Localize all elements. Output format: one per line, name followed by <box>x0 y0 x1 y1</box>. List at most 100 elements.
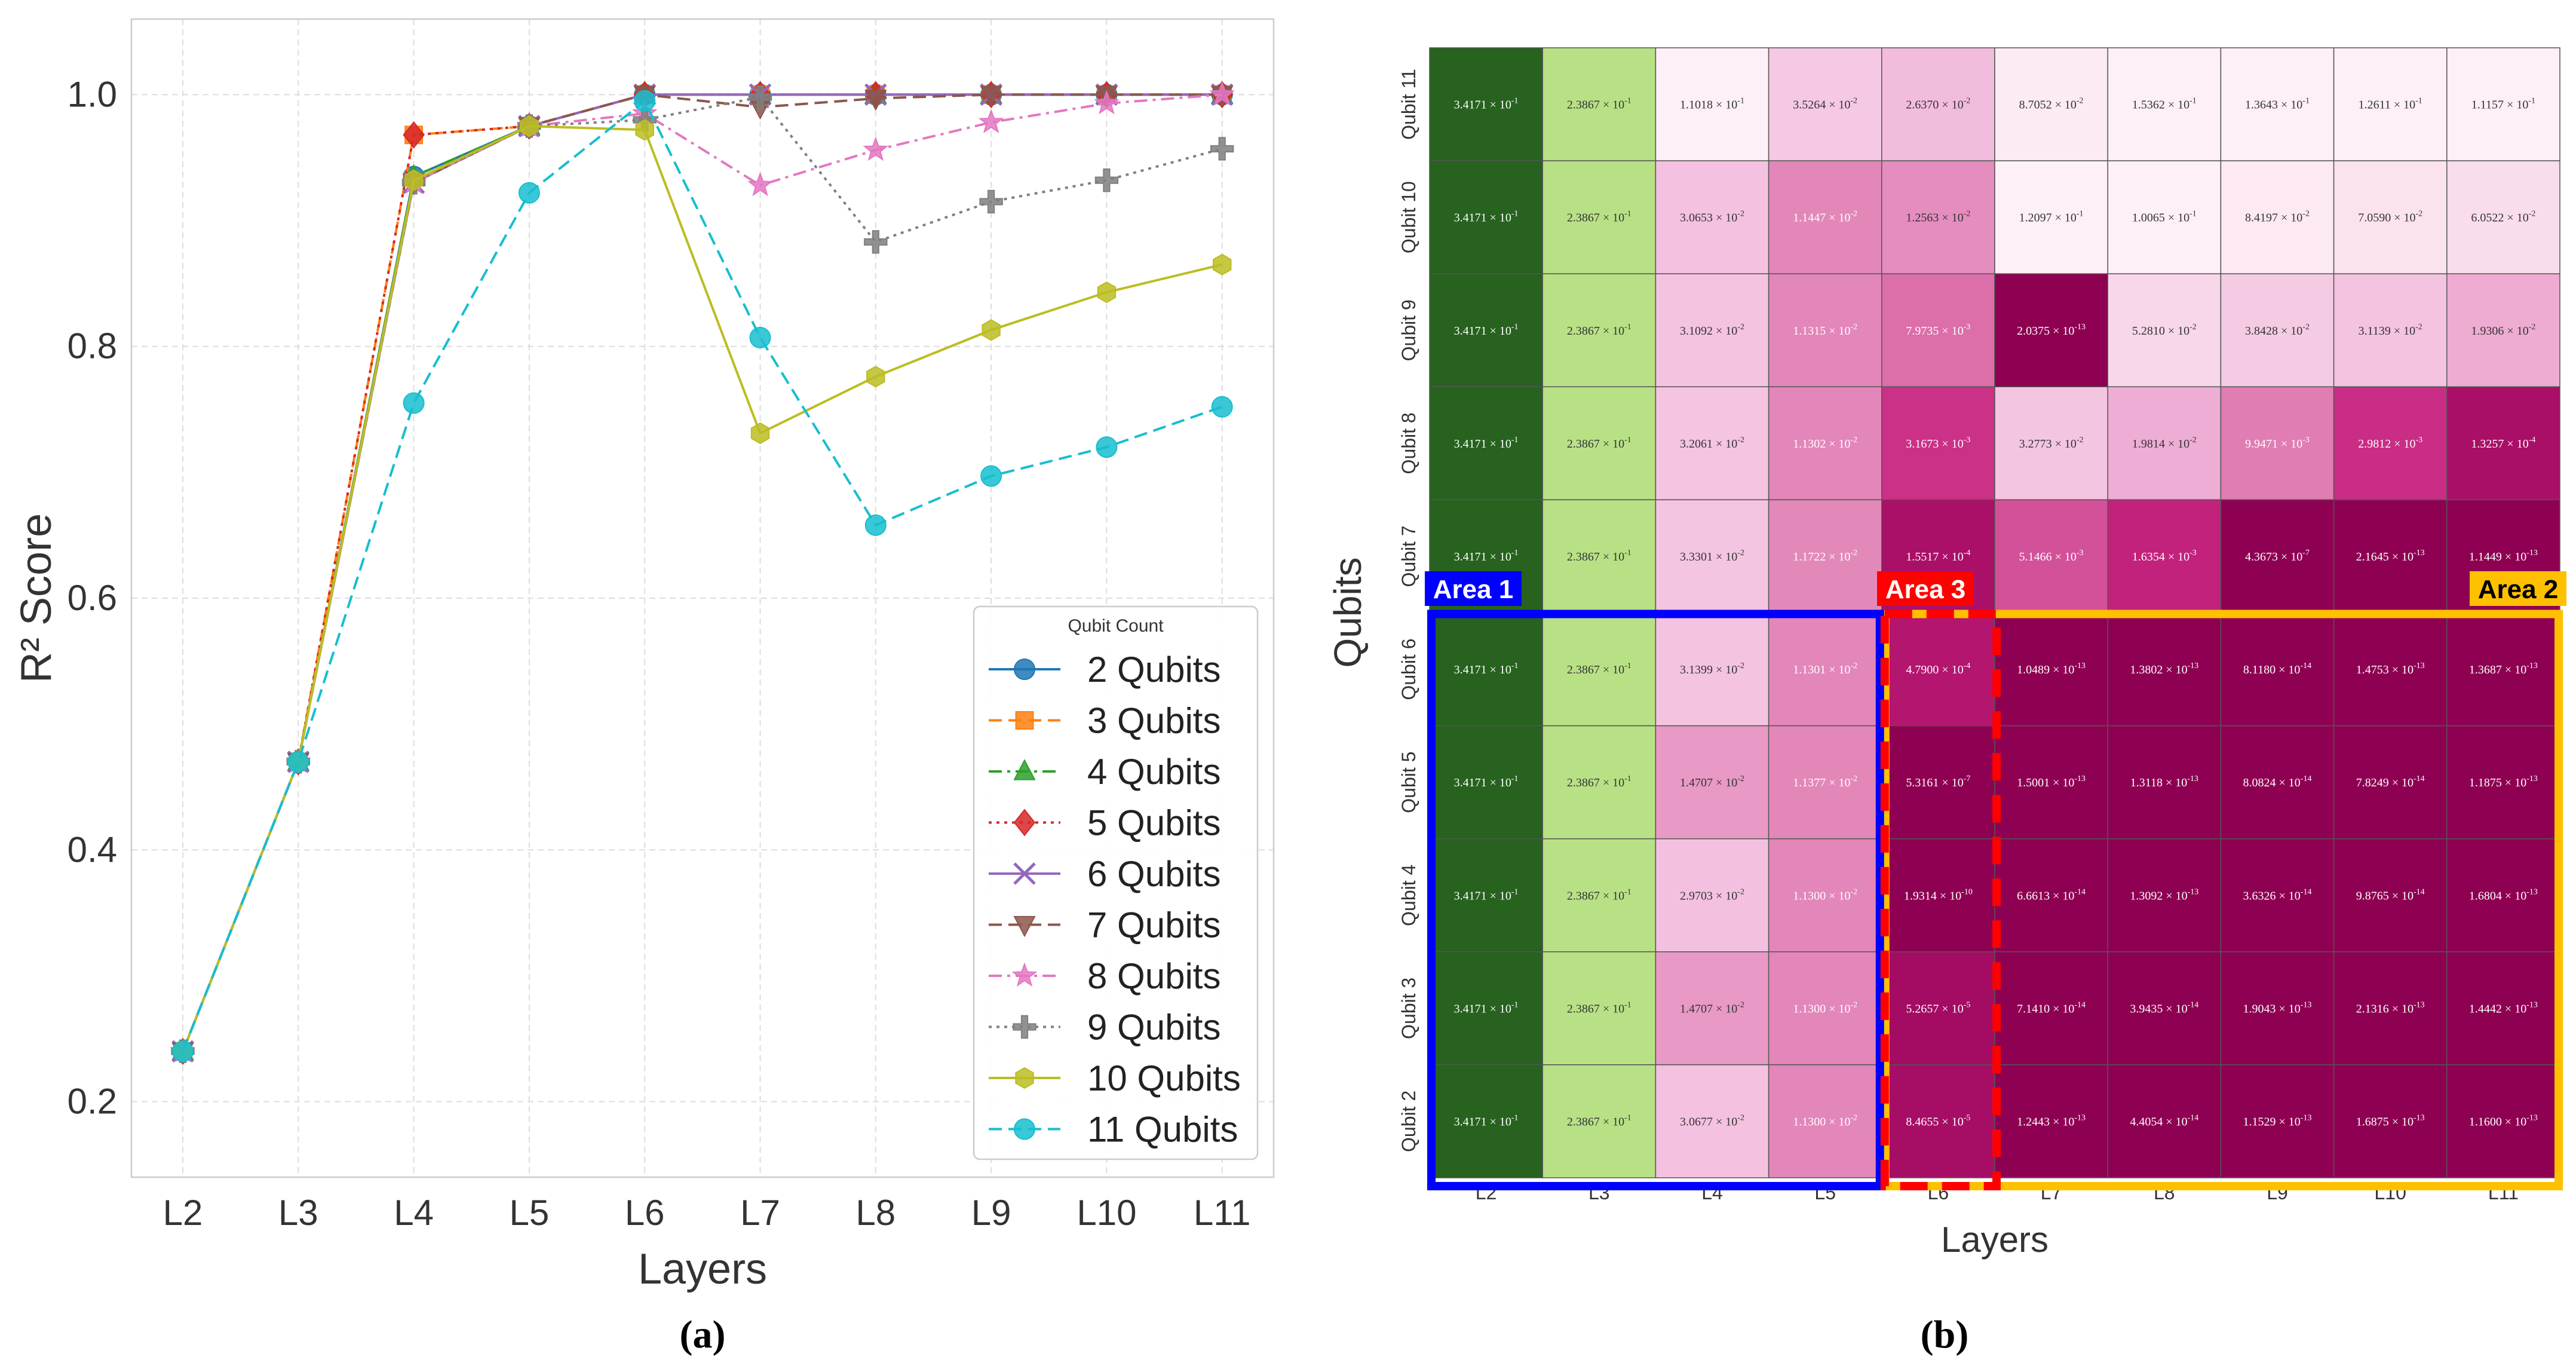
cell-value-label: 3.5264 × 10-2 <box>1793 97 1857 112</box>
heatmap-cell <box>1542 160 1657 274</box>
marker-triangle-down <box>1013 915 1036 938</box>
series-line <box>182 93 1222 1052</box>
heatmap-cell <box>2220 725 2335 840</box>
legend-entry-label: 9 Qubits <box>1087 1007 1220 1048</box>
series-line <box>182 93 1222 1052</box>
heatmap-cell <box>2333 725 2448 840</box>
legend: Qubit Count 2 Qubits 3 Qubits 4 Qubits 5 Qub… <box>973 605 1259 1160</box>
heatmap-cell <box>1655 386 1770 501</box>
y-axis-label: Qubits <box>1326 558 1369 668</box>
row-label: Qubit 6 <box>1398 638 1419 700</box>
heatmap-cell <box>1768 951 1882 1065</box>
heatmap-cell <box>1655 499 1770 614</box>
legend-entry-label: 2 Qubits <box>1087 650 1220 690</box>
heatmap-cell <box>2446 725 2560 840</box>
heatmap-cell <box>1994 951 2108 1065</box>
legend-entry-label: 10 Qubits <box>1087 1058 1241 1098</box>
area-1-outline <box>1427 610 1884 1190</box>
cell-value-label: 3.2773 × 10-2 <box>2019 436 2084 451</box>
legend-title: Qubit Count <box>1068 616 1164 636</box>
heatmap-cell <box>2333 838 2448 953</box>
plot-frame <box>130 18 1275 1178</box>
heatmap-cell <box>1429 838 1543 953</box>
cell-value-label: 1.3802 × 10-13 <box>2130 661 2198 676</box>
marker-circle <box>518 182 540 204</box>
legend-entry-label: 5 Qubits <box>1087 803 1220 843</box>
heatmap-cell <box>2107 47 2222 161</box>
cell-value-label: 1.1315 × 10-2 <box>1793 323 1857 338</box>
cell-value-label: 1.4707 × 10-2 <box>1680 1000 1744 1015</box>
heatmap-cell <box>2107 273 2222 388</box>
marker-diamond <box>403 121 425 149</box>
cell-value-label: 1.3257 × 10-4 <box>2471 436 2535 451</box>
heatmap-cell <box>2220 499 2335 614</box>
heatmap-cell <box>1994 725 2108 840</box>
heatmap-cell <box>1881 725 1995 840</box>
series-line <box>182 99 1223 1052</box>
cell-value-label: 2.3867 × 10-1 <box>1567 774 1632 789</box>
area-3-outline <box>1880 610 2001 1190</box>
marker-triangle-down <box>864 90 887 111</box>
marker-circle <box>749 326 771 348</box>
cell-value-label: 1.6804 × 10-13 <box>2469 887 2538 902</box>
cell-value-label: 8.4655 × 10-5 <box>1906 1113 1970 1128</box>
marker-circle <box>864 514 887 536</box>
cell-value-label: 1.9043 × 10-13 <box>2243 1000 2312 1015</box>
cell-value-label: 3.9435 × 10-14 <box>2130 1000 2198 1015</box>
cell-value-label: 2.3867 × 10-1 <box>1567 210 1632 225</box>
y-tick-label: 0.2 <box>68 1082 117 1122</box>
row-label: Qubit 5 <box>1398 752 1419 813</box>
heatmap-cell <box>1768 160 1882 274</box>
cell-value-label: 2.3867 × 10-1 <box>1567 1000 1632 1015</box>
y-axis-label: R² Score <box>13 513 60 683</box>
x-tick-label: L3 <box>278 1193 318 1233</box>
cell-value-label: 2.6370 × 10-2 <box>1906 97 1970 112</box>
heatmap-cell <box>1768 499 1882 614</box>
x-tick-label: L4 <box>394 1193 434 1233</box>
marker-square <box>1015 711 1034 730</box>
cell-value-label: 9.9471 × 10-3 <box>2245 436 2310 451</box>
row-label: Qubit 8 <box>1398 412 1419 474</box>
series-10-qubits <box>173 115 1232 1062</box>
x-tick-label: L7 <box>740 1193 780 1233</box>
legend-entry-label: 11 Qubits <box>1087 1110 1238 1150</box>
area-tag-label: Area 3 <box>1885 575 1966 604</box>
row-label: Qubit 2 <box>1398 1091 1419 1152</box>
cell-value-label: 8.4197 × 10-2 <box>2245 210 2310 225</box>
cell-value-label: 1.3687 × 10-13 <box>2469 661 2538 676</box>
cell-value-label: 1.1300 × 10-2 <box>1793 1113 1857 1128</box>
marker-circle <box>1096 436 1118 458</box>
line-chart-panel-a: 0.2 0.4 0.6 0.8 1.0 L2 L3 L4 L5 L6 L7 L8 L9 L10 L11 Lay… <box>13 18 1275 1356</box>
cell-value-label: 7.9735 × 10-3 <box>1906 323 1970 338</box>
marker-x-stroke <box>1013 862 1036 885</box>
marker-hexagon <box>1015 1067 1034 1089</box>
cell-value-label: 2.1316 × 10-13 <box>2356 1000 2425 1015</box>
cell-value-label: 1.9814 × 10-2 <box>2132 436 2197 451</box>
area-tag-label: Area 1 <box>1433 575 1514 604</box>
panel-label-b: (b) <box>1921 1313 1969 1356</box>
heatmap-cell <box>2220 612 2335 727</box>
marker-circle <box>1211 396 1233 418</box>
y-tick-label: 0.4 <box>68 829 117 869</box>
marker-triangle-up <box>1013 759 1036 780</box>
heatmap-cell <box>2333 160 2448 274</box>
cell-value-label: 1.4442 × 10-13 <box>2469 1000 2538 1015</box>
marker-star <box>1209 81 1235 106</box>
cell-value-label: 1.3092 × 10-13 <box>2130 887 2198 902</box>
heatmap-cell <box>2107 1064 2222 1178</box>
cell-value-label: 2.0375 × 10-13 <box>2017 323 2086 338</box>
heatmap-cell <box>2446 951 2560 1065</box>
heatmap-cell <box>2333 386 2448 501</box>
heatmap-cell <box>2107 951 2222 1065</box>
cell-value-label: 1.2563 × 10-2 <box>1906 210 1970 225</box>
heatmap-cell <box>1655 47 1770 161</box>
heatmap-cell <box>1768 1064 1882 1178</box>
heatmap-cell <box>1768 725 1882 840</box>
panel-label-a: (a) <box>680 1313 726 1356</box>
cell-value-label: 1.9306 × 10-2 <box>2471 323 2535 338</box>
cell-value-label: 1.6354 × 10-3 <box>2132 549 2197 563</box>
marker-circle <box>634 90 656 112</box>
heatmap-cell <box>1655 160 1770 274</box>
heatmap-cell <box>1429 725 1543 840</box>
marker-hexagon <box>982 319 1001 341</box>
